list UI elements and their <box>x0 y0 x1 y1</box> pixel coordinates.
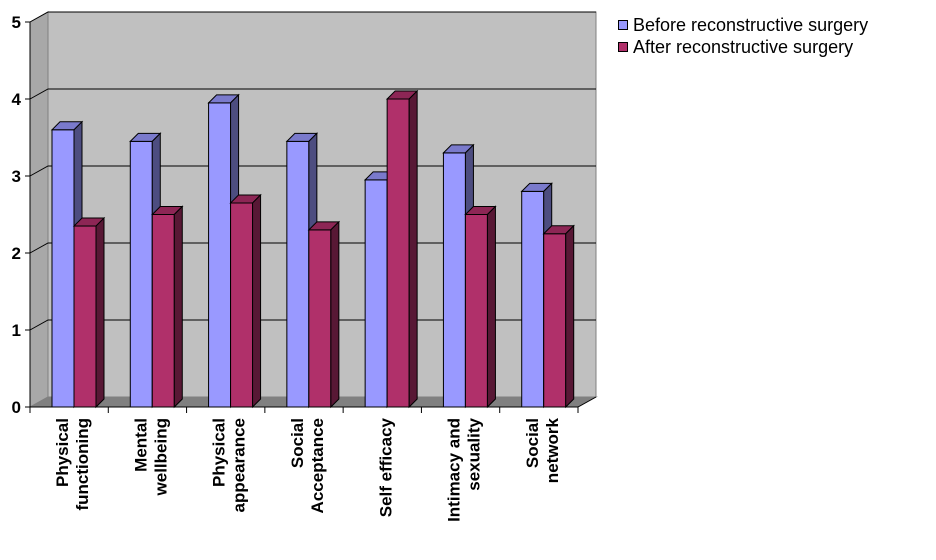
bar-front <box>129 140 153 408</box>
bar <box>151 205 184 409</box>
bar-side <box>565 224 575 409</box>
bar <box>307 220 341 409</box>
bar-side <box>486 205 496 409</box>
bar-side <box>173 205 183 409</box>
bar <box>229 193 262 409</box>
legend-swatch-before <box>618 20 628 30</box>
legend-label-after: After reconstructive surgery <box>633 36 854 57</box>
y-tick-label: 1 <box>12 321 21 340</box>
x-tick-label: wellbeing <box>151 418 170 496</box>
floor-edge <box>577 396 597 408</box>
x-tick-label: Self efficacy <box>376 417 395 517</box>
bar-front <box>51 129 75 408</box>
x-tick-label: sexuality <box>465 417 484 490</box>
bar-front <box>308 229 332 408</box>
x-tick-label: appearance <box>230 418 249 513</box>
y-tick-label: 0 <box>12 398 21 417</box>
side-wall <box>29 11 49 408</box>
legend-swatch-after <box>618 42 628 52</box>
bar-side <box>95 216 105 409</box>
bar <box>542 224 575 409</box>
bar-side <box>252 193 262 409</box>
bar-front <box>208 102 232 408</box>
x-tick-label: Intimacy and <box>445 418 464 522</box>
x-tick-label: network <box>543 417 562 483</box>
bar-front <box>386 98 410 408</box>
bar-side <box>408 89 418 409</box>
legend: Before reconstructive surgery After reco… <box>618 14 868 58</box>
bar-front <box>442 152 466 408</box>
x-tick-label: Acceptance <box>308 418 327 513</box>
x-tick-label: Physical <box>53 418 72 487</box>
x-tick-label: Mental <box>131 418 150 472</box>
bar <box>385 89 419 409</box>
y-tick-label: 2 <box>12 244 21 263</box>
bar-front <box>521 190 545 408</box>
legend-item-after: After reconstructive surgery <box>618 36 868 58</box>
bar-side <box>330 220 340 409</box>
legend-item-before: Before reconstructive surgery <box>618 14 868 36</box>
gridline <box>29 11 596 23</box>
bar <box>72 216 106 409</box>
bar-front <box>464 214 488 408</box>
y-tick-label: 5 <box>12 13 21 32</box>
gridline <box>29 88 596 100</box>
legend-label-before: Before reconstructive surgery <box>633 14 869 35</box>
y-tick-label: 4 <box>12 90 22 109</box>
bar-front <box>151 214 175 408</box>
x-tick-label: Social <box>288 418 307 468</box>
x-tick-label: Social <box>523 418 542 468</box>
bar-front <box>73 225 97 408</box>
bar-series <box>50 89 575 409</box>
bar-front <box>364 179 388 408</box>
y-tick-label: 3 <box>12 167 21 186</box>
bar-front <box>543 233 567 408</box>
bar-front <box>230 202 254 408</box>
axes <box>25 21 597 413</box>
x-tick-label: Physical <box>210 418 229 487</box>
x-tick-label: functioning <box>73 418 92 511</box>
bar-front <box>286 140 310 408</box>
bar <box>464 205 497 409</box>
series-1 <box>72 89 575 409</box>
